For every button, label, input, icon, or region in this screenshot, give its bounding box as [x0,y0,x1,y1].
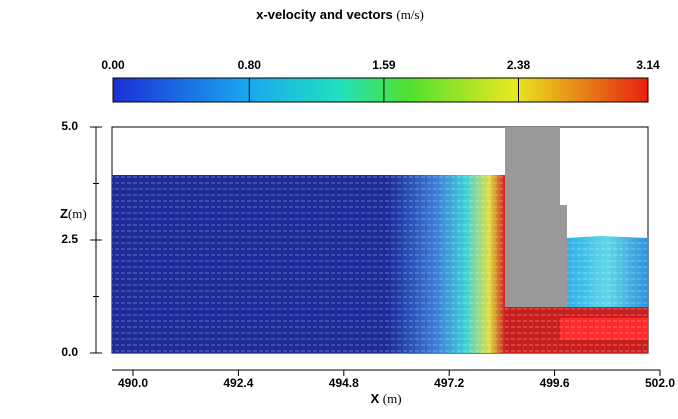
colorbar-tick-label: 2.38 [507,58,531,72]
x-tick-label: 497.2 [434,376,464,390]
y-tick-label: 2.5 [61,232,78,246]
colorbar-tick-label: 0.00 [101,58,125,72]
y-tick-label: 5.0 [61,119,78,133]
y-axis-title: Z(m) [60,206,87,221]
colorbar-tick-label: 0.80 [238,58,262,72]
y-tick-label: 0.0 [61,345,78,359]
x-unit: (m) [383,391,402,406]
x-tick-label: 502.0 [645,376,675,390]
chart-title: x-velocity and vectors (m/s) [256,7,424,22]
x-axis-title: X (m) [370,391,401,406]
x-tick-label: 492.4 [223,376,253,390]
y-label: Z [60,206,68,221]
title-text: x-velocity and vectors [256,7,393,22]
y-unit: (m) [68,206,87,221]
x-tick-label: 499.6 [540,376,570,390]
x-tick-label: 490.0 [118,376,148,390]
velocity-field [112,127,648,353]
colorbar-tick-label: 3.14 [636,58,660,72]
x-tick-label: 494.8 [329,376,359,390]
colorbar [112,77,649,103]
colorbar-tick-label: 1.59 [372,58,396,72]
x-label: X [370,391,379,406]
title-unit: (m/s) [396,7,423,22]
